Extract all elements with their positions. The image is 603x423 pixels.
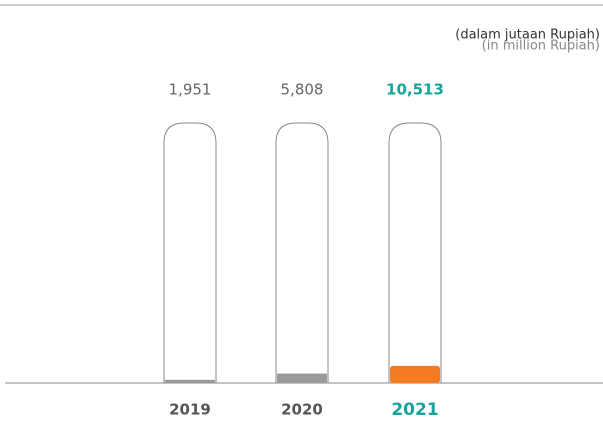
bar-outline <box>275 122 329 383</box>
value-label: 10,513 <box>386 81 444 99</box>
value-label: 1,951 <box>169 81 212 99</box>
value-label: 5,808 <box>281 81 324 99</box>
bar <box>165 379 215 383</box>
x-tick-label: 2021 <box>391 400 438 420</box>
x-tick-label: 2019 <box>169 401 211 419</box>
unit-label: (dalam jutaan Rupiah) <box>455 28 600 43</box>
bar-outline <box>388 122 442 383</box>
bar-outline <box>163 122 217 383</box>
unit-label-en: (in million Rupiah) <box>482 39 600 54</box>
bar <box>390 365 440 383</box>
bar <box>277 373 327 383</box>
x-tick-label: 2020 <box>281 401 323 419</box>
